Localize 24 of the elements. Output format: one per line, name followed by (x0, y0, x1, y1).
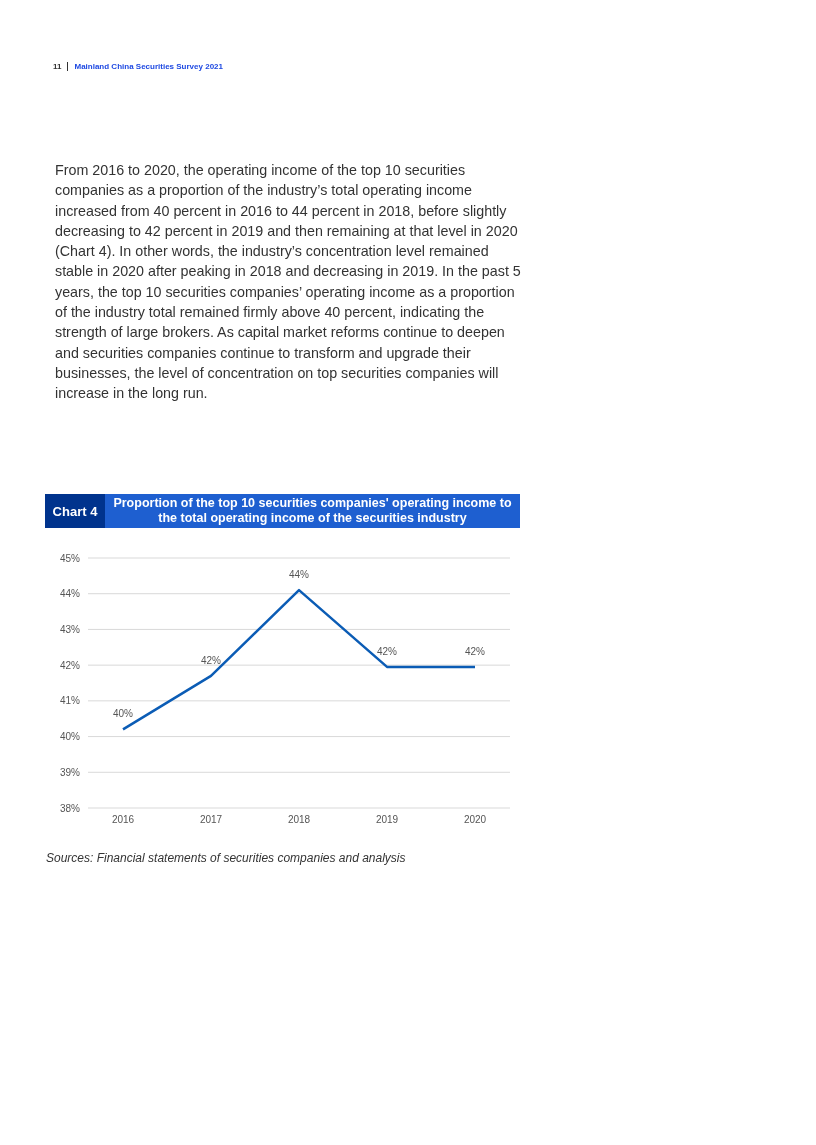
y-tick-label: 43% (59, 623, 81, 635)
y-tick-label: 41% (59, 695, 81, 707)
chart-title: Proportion of the top 10 securities companies' operating income to the total operating income of the securities industry (105, 494, 520, 528)
x-tick-label: 2020 (463, 814, 487, 826)
y-tick-label: 38% (59, 802, 81, 814)
data-label: 42% (464, 645, 486, 657)
caption: Chart 4 (45, 494, 105, 528)
x-tick-label: 2019 (375, 814, 399, 826)
x-tick-label: 2017 (199, 814, 223, 826)
y-tick-label: 42% (59, 659, 81, 671)
source-note: Sources: Financial statements of securities companies and analysis (46, 851, 406, 865)
data-label: 44% (288, 569, 310, 581)
x-tick-label: 2016 (111, 814, 135, 826)
y-tick-label: 39% (59, 766, 81, 778)
text: From 2016 to 2020, the operating income of the top 10 securities companies as a proportion of the industry’s total operating income increased from 40 percent in 2016 to 44 percent in 2018, before slightly decreasing to 42 percent in 2019 and then remaining at that level in 2020 (Chart 4). In other words, the industry’s concentration level remained stable in 2020 after peaking in 2018 and decreasing in 2019. In the past 5 years, the top 10 securities companies’ operating income as a proportion of the industry total remained firmly above 40 percent, indicating the strength of large brokers. As capital market reforms continue to deepen and securities companies continue to transform and upgrade their businesses, the level of concentration on top securities companies will increase in the long run. (55, 162, 521, 402)
text: 11 (53, 62, 62, 71)
text: Mainland China Securities Survey 2021 (74, 62, 223, 71)
y-tick-label: 45% (59, 552, 81, 564)
x-tick-label: 2018 (287, 814, 311, 826)
data-label: 40% (112, 708, 134, 720)
y-tick-label: 40% (59, 731, 81, 743)
data-label: 42% (200, 654, 222, 666)
y-tick-label: 44% (59, 588, 81, 600)
data-label: 42% (376, 645, 398, 657)
